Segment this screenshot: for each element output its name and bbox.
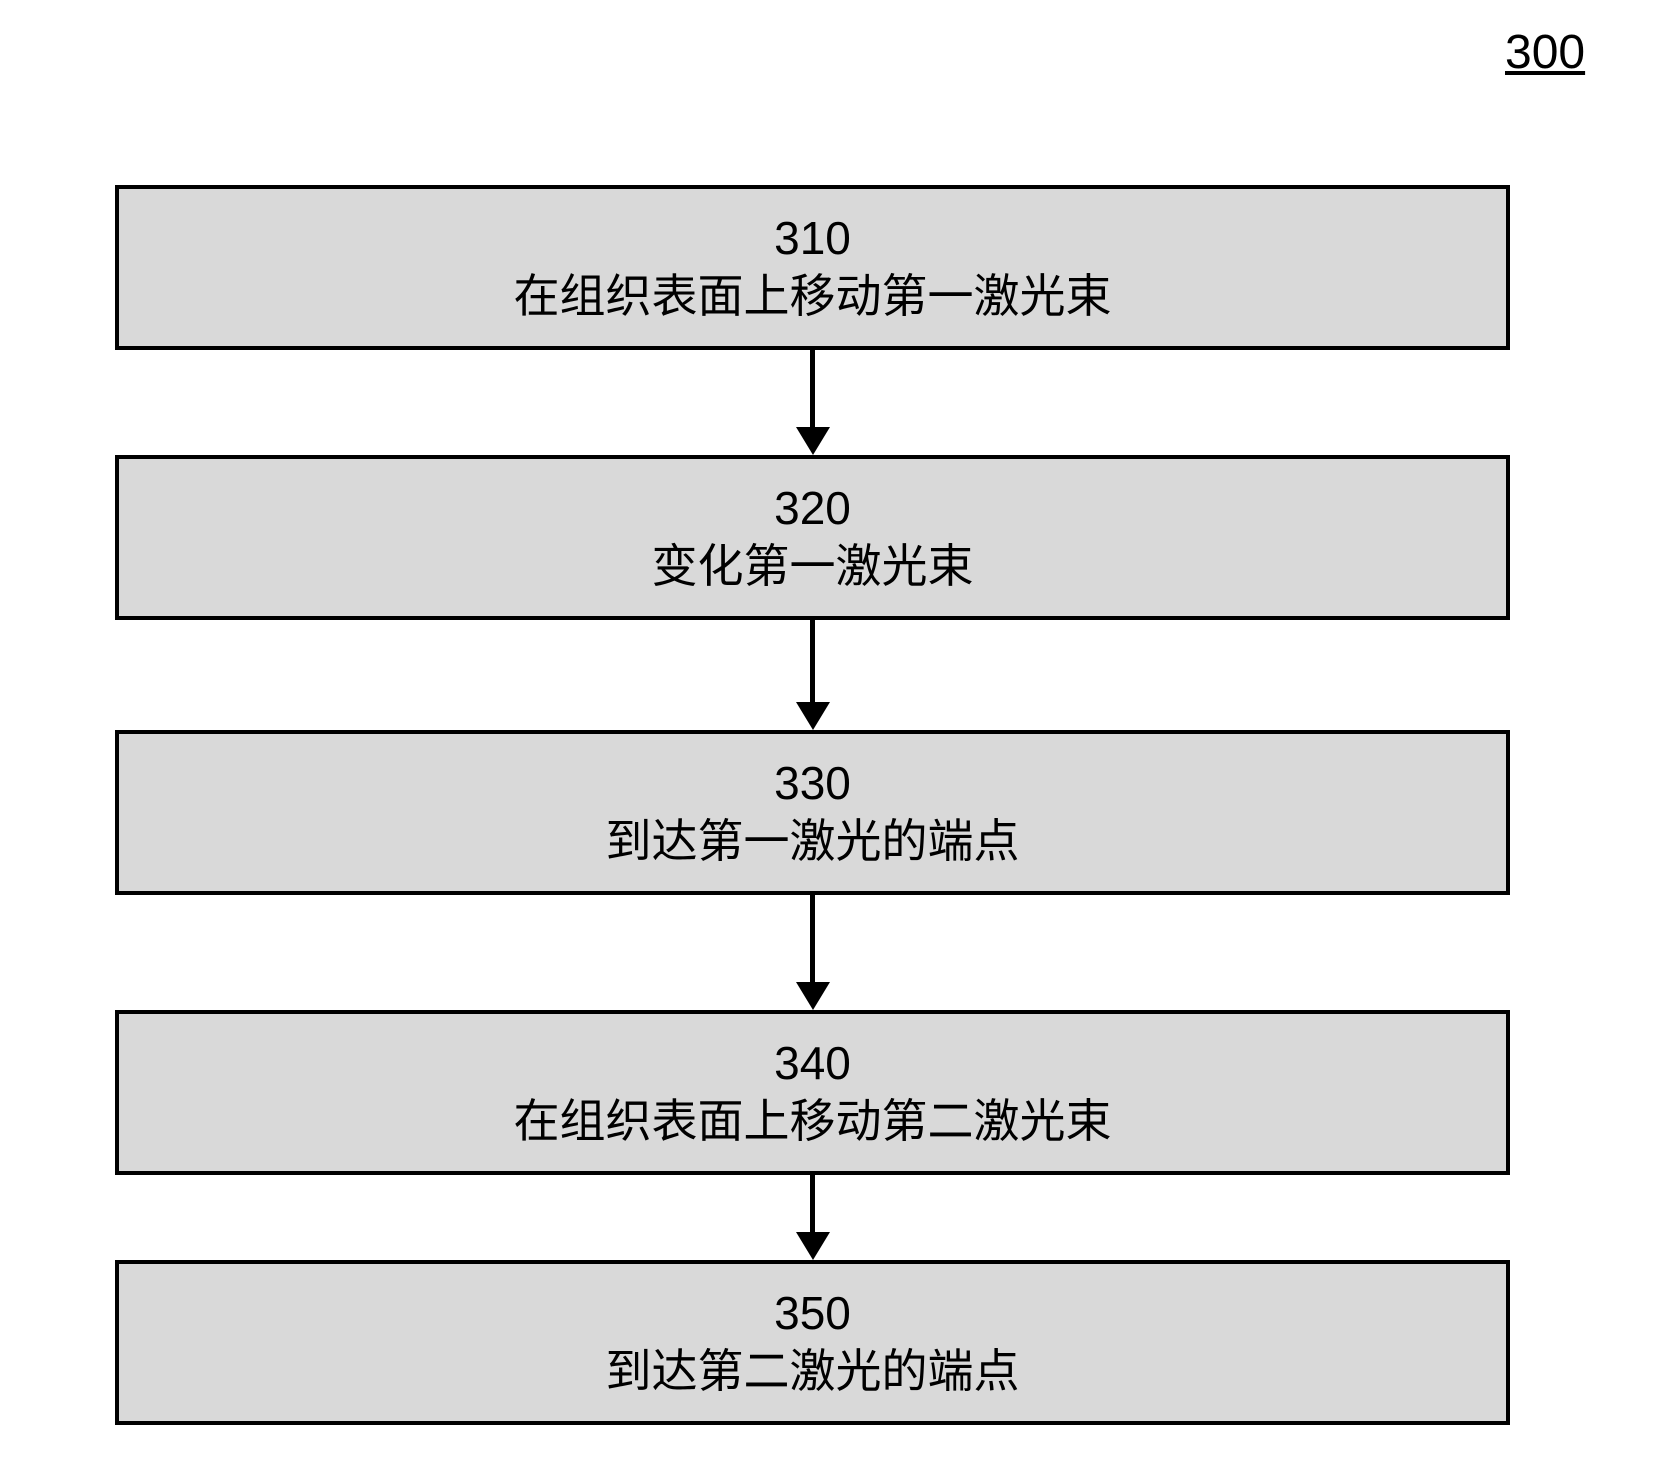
flow-node-number: 310 <box>774 210 851 268</box>
figure-label: 300 <box>1505 25 1585 80</box>
flow-node-text: 到达第二激光的端点 <box>606 1343 1020 1401</box>
flow-node-n330: 330到达第一激光的端点 <box>115 730 1510 895</box>
flow-edge-arrowhead-icon <box>796 1232 830 1260</box>
flow-node-n310: 310在组织表面上移动第一激光束 <box>115 185 1510 350</box>
flow-edge-arrowhead-icon <box>796 702 830 730</box>
flow-node-n320: 320变化第一激光束 <box>115 455 1510 620</box>
flow-node-number: 320 <box>774 480 851 538</box>
flow-node-number: 330 <box>774 755 851 813</box>
flow-node-number: 340 <box>774 1035 851 1093</box>
flow-edge-line <box>810 1175 815 1232</box>
flow-edge-arrowhead-icon <box>796 982 830 1010</box>
flowchart-canvas: 300 310在组织表面上移动第一激光束 320变化第一激光束 330到达第一激光的端… <box>0 0 1670 1465</box>
flow-node-n350: 350到达第二激光的端点 <box>115 1260 1510 1425</box>
flow-node-number: 350 <box>774 1285 851 1343</box>
flow-edge-line <box>810 620 815 702</box>
flow-node-text: 到达第一激光的端点 <box>606 813 1020 871</box>
flow-edge-line <box>810 895 815 982</box>
flow-edge-line <box>810 350 815 427</box>
flow-node-text: 变化第一激光束 <box>652 538 974 596</box>
flow-edge-arrowhead-icon <box>796 427 830 455</box>
flow-node-text: 在组织表面上移动第二激光束 <box>514 1093 1112 1151</box>
flow-node-text: 在组织表面上移动第一激光束 <box>514 268 1112 326</box>
flow-node-n340: 340在组织表面上移动第二激光束 <box>115 1010 1510 1175</box>
